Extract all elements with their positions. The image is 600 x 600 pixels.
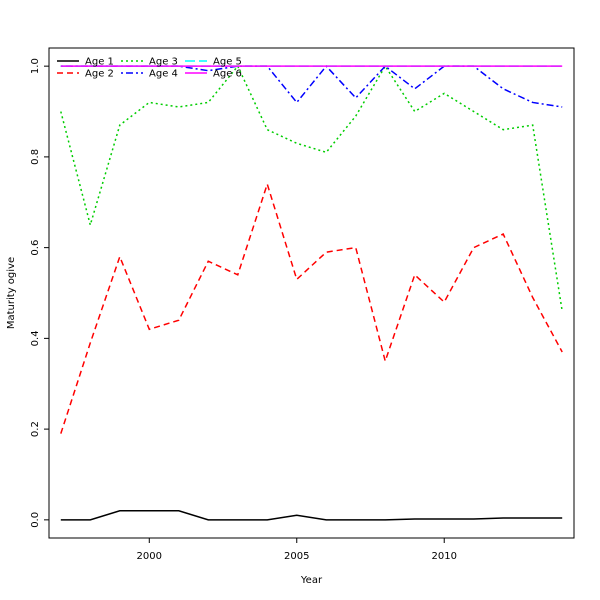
x-tick-label: 2005 xyxy=(284,551,309,562)
y-tick-label: 0.4 xyxy=(30,330,41,346)
legend-label-age-1: Age 1 xyxy=(85,57,114,68)
legend-label-age-5: Age 5 xyxy=(213,57,242,68)
y-tick-label: 0.2 xyxy=(30,421,41,437)
series-line-age-2 xyxy=(60,181,563,434)
y-axis-title: Maturity ogive xyxy=(6,257,17,329)
x-axis-title: Year xyxy=(300,575,323,586)
legend-label-age-3: Age 3 xyxy=(149,57,178,68)
y-tick-label: 0.6 xyxy=(30,240,41,256)
plot-frame xyxy=(48,47,575,539)
y-tick-label: 0.8 xyxy=(30,149,41,165)
legend-label-age-2: Age 2 xyxy=(85,69,114,80)
x-tick-label: 2000 xyxy=(137,551,162,562)
y-tick-label: 1.0 xyxy=(30,58,41,74)
legend-label-age-6: Age 6 xyxy=(213,69,242,80)
legend-label-age-4: Age 4 xyxy=(149,69,178,80)
y-tick-label: 0.0 xyxy=(30,512,41,528)
x-tick-label: 2010 xyxy=(431,551,456,562)
series-layer xyxy=(60,64,563,521)
x-axis: 2000 2005 2010 xyxy=(137,538,457,562)
series-line-age-1 xyxy=(60,510,563,521)
y-axis: 0.0 0.2 0.4 0.6 0.8 1.0 xyxy=(30,58,49,528)
